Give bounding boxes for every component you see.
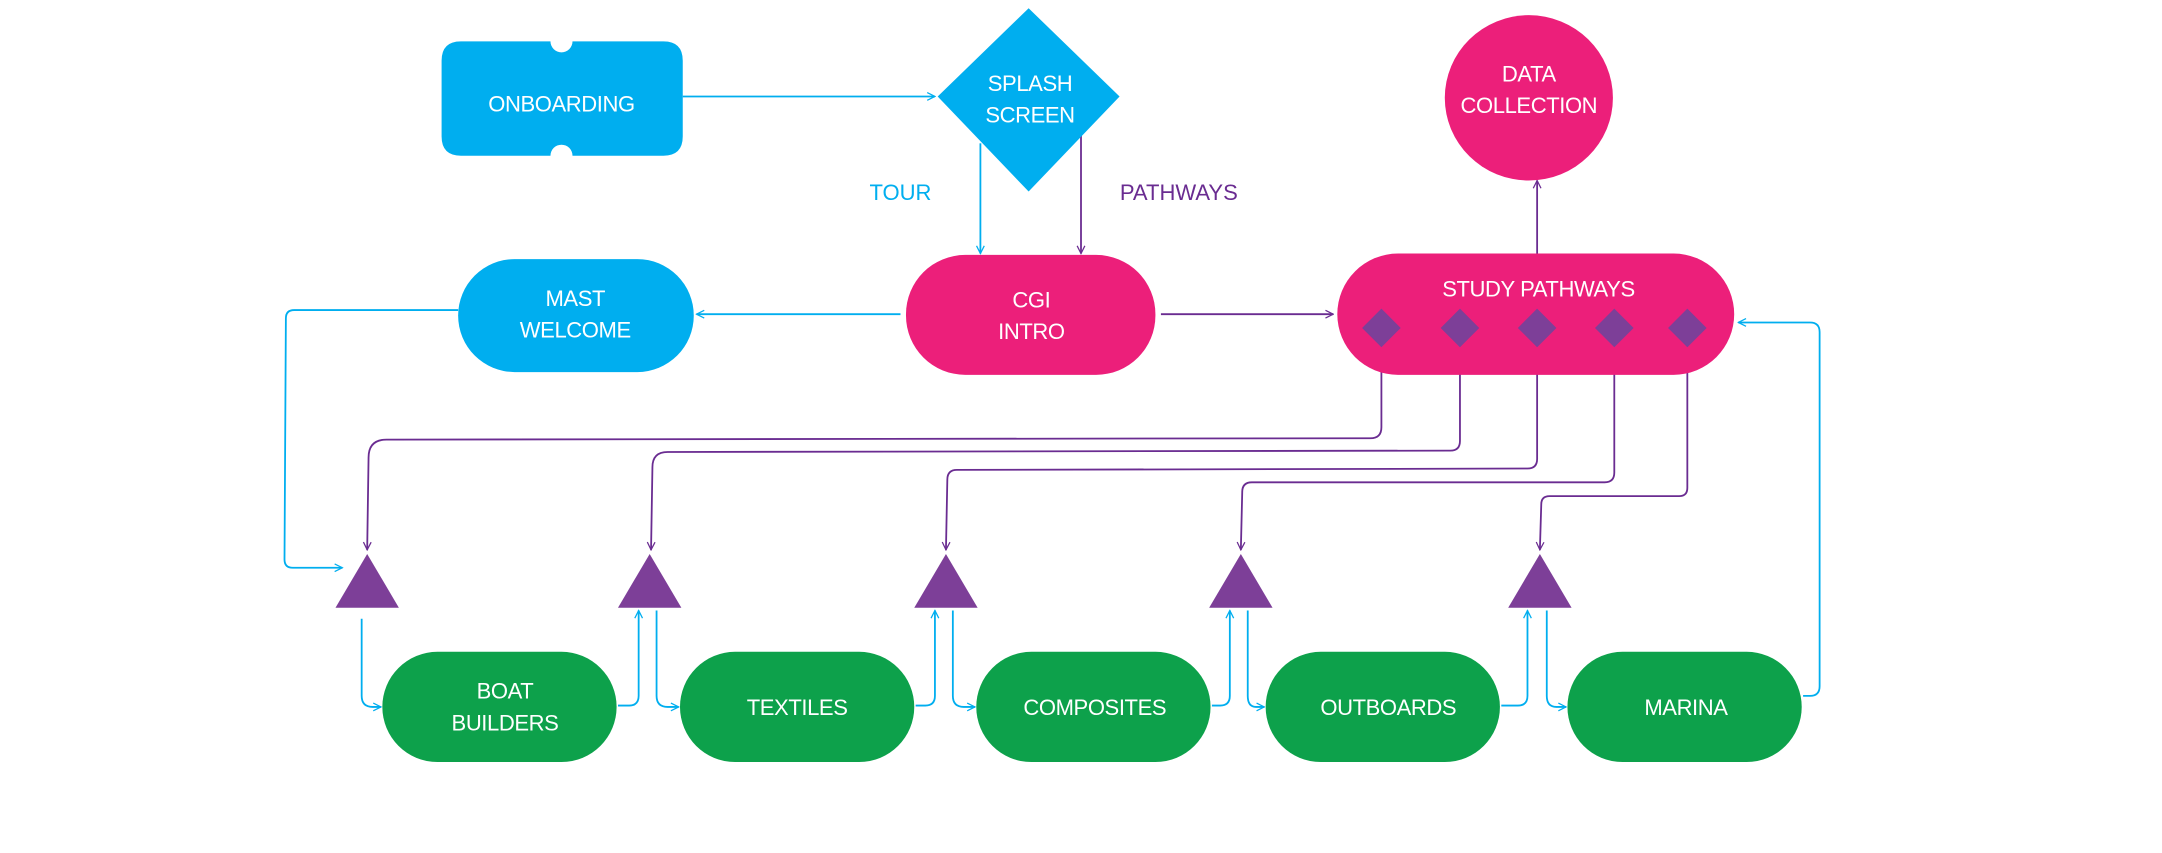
pill-shape — [1567, 651, 1802, 763]
edge-gate-5-to-marina — [1545, 610, 1566, 706]
diamond-shape — [937, 8, 1120, 192]
pill-shape — [976, 651, 1211, 763]
edge-mast-to-gate-1 — [283, 309, 459, 568]
edge-gate-3-to-composites — [951, 610, 975, 706]
gate-triangle-icon-1 — [335, 553, 399, 608]
node-mast-welcome[interactable]: MAST WELCOME — [458, 259, 694, 373]
node-marina[interactable]: MARINA — [1567, 651, 1802, 763]
node-label: STUDY PATHWAYS — [1442, 276, 1635, 301]
edge-boat-builders-to-gate-2 — [617, 610, 639, 707]
edge-gate-2-to-textiles — [655, 610, 679, 706]
ticket-shape — [441, 41, 683, 156]
node-boat-builders[interactable]: BOAT BUILDERS — [382, 651, 617, 763]
edge-label-tour: TOUR — [869, 180, 931, 205]
edge-pathway-4 — [1241, 347, 1614, 550]
node-cgi-intro[interactable]: CGI INTRO — [905, 254, 1156, 375]
node-label-line-2: SCREEN — [985, 103, 1074, 128]
node-label: COMPOSITES — [1023, 695, 1166, 720]
edge-gate-4-to-outboards — [1246, 610, 1265, 706]
edge-gate-1-to-boat-builders — [360, 618, 381, 707]
node-composites[interactable]: COMPOSITES — [976, 651, 1211, 763]
node-label: MARINA — [1644, 695, 1728, 720]
pathway-diamond-icon-1[interactable] — [1362, 308, 1401, 348]
gate-triangle-icon-3 — [914, 553, 978, 608]
pathway-diamond-icon-2[interactable] — [1440, 308, 1480, 348]
node-label: TEXTILES — [747, 695, 848, 720]
gate-triangle-icon-4 — [1209, 553, 1273, 608]
connectors — [283, 96, 1821, 707]
node-textiles[interactable]: TEXTILES — [679, 651, 915, 763]
node-label-line-2: BUILDERS — [452, 710, 559, 735]
node-label-line-1: MAST — [545, 286, 605, 311]
node-label-line-2: COLLECTION — [1461, 93, 1598, 118]
node-label-line-1: CGI — [1012, 287, 1050, 312]
pill-shape — [905, 254, 1156, 375]
gate-triangle-icon-2 — [617, 553, 682, 608]
edge-pathway-1 — [367, 347, 1381, 550]
gate-triangle-icon-5 — [1508, 553, 1572, 608]
pill-shape — [679, 651, 915, 763]
edge-pathway-5 — [1540, 347, 1687, 550]
node-data-collection[interactable]: DATA COLLECTION — [1444, 15, 1613, 181]
node-splash-screen[interactable]: SPLASH SCREEN — [937, 8, 1120, 192]
node-label-line-2: INTRO — [998, 319, 1065, 344]
node-label-line-1: DATA — [1502, 61, 1557, 86]
edge-label-pathways: PATHWAYS — [1120, 180, 1238, 205]
circle-shape — [1444, 15, 1613, 181]
gates — [335, 553, 1572, 608]
edge-marina-to-study — [1738, 322, 1821, 697]
node-label-line-1: BOAT — [477, 679, 534, 704]
edge-textiles-to-gate-3 — [915, 610, 935, 707]
pathway-diamond-icon-3[interactable] — [1517, 308, 1557, 348]
node-label-line-1: SPLASH — [988, 71, 1072, 96]
node-label: OUTBOARDS — [1320, 695, 1456, 720]
pill-shape — [458, 259, 694, 373]
node-label: ONBOARDING — [488, 92, 634, 117]
pathway-diamond-icon-4[interactable] — [1595, 308, 1634, 348]
pill-shape — [382, 651, 617, 763]
node-outboards[interactable]: OUTBOARDS — [1265, 651, 1500, 763]
edge-composites-to-gate-4 — [1211, 610, 1230, 707]
pathway-diamond-icon-5[interactable] — [1668, 308, 1707, 348]
pill-shape — [1265, 651, 1500, 763]
node-onboarding[interactable]: ONBOARDING — [441, 41, 683, 156]
node-study-pathways[interactable]: STUDY PATHWAYS — [1337, 253, 1735, 375]
node-label-line-2: WELCOME — [520, 318, 631, 343]
edge-pathway-2 — [651, 347, 1460, 550]
edge-outboards-to-gate-5 — [1501, 610, 1527, 707]
